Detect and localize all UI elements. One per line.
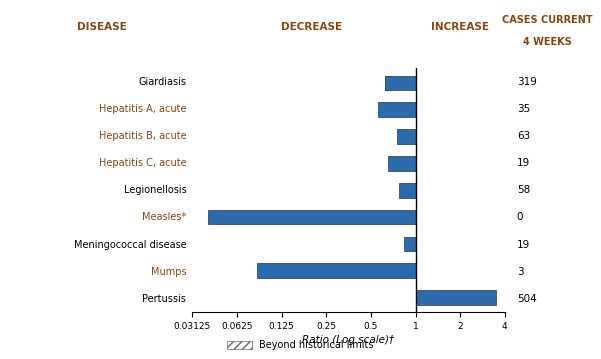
Bar (388, 156, 415, 171)
Bar (398, 183, 415, 198)
Text: INCREASE: INCREASE (431, 22, 489, 32)
Text: Legionellosis: Legionellosis (124, 185, 186, 195)
Text: 0: 0 (517, 213, 523, 222)
Bar (378, 102, 415, 117)
Text: Giardiasis: Giardiasis (138, 77, 186, 87)
Legend: Beyond historical limits: Beyond historical limits (224, 336, 377, 354)
Bar (208, 210, 415, 224)
Text: Hepatitis C, acute: Hepatitis C, acute (99, 158, 186, 168)
Text: 19: 19 (517, 239, 530, 250)
Text: Meningococcal disease: Meningococcal disease (73, 239, 186, 250)
Bar (397, 129, 415, 144)
Bar (403, 237, 415, 251)
Text: CASES CURRENT: CASES CURRENT (502, 15, 592, 25)
Text: 35: 35 (517, 104, 530, 114)
Text: Hepatitis A, acute: Hepatitis A, acute (99, 104, 186, 114)
X-axis label: Ratio (Log scale)†: Ratio (Log scale)† (302, 335, 395, 345)
Text: 4 WEEKS: 4 WEEKS (522, 37, 572, 47)
Text: 3: 3 (517, 267, 523, 277)
Text: 319: 319 (517, 77, 537, 87)
Text: Pertussis: Pertussis (142, 294, 186, 304)
Text: 504: 504 (517, 294, 537, 304)
Text: 63: 63 (517, 131, 530, 141)
Bar (415, 290, 496, 305)
Text: Hepatitis B, acute: Hepatitis B, acute (99, 131, 186, 141)
Text: DECREASE: DECREASE (281, 22, 343, 32)
Bar (385, 76, 391, 90)
Text: 58: 58 (517, 185, 530, 195)
Bar (385, 76, 415, 90)
Text: 19: 19 (517, 158, 530, 168)
Bar (257, 264, 415, 278)
Text: DISEASE: DISEASE (78, 22, 127, 32)
Text: Measles*: Measles* (142, 213, 186, 222)
Text: Mumps: Mumps (151, 267, 186, 277)
